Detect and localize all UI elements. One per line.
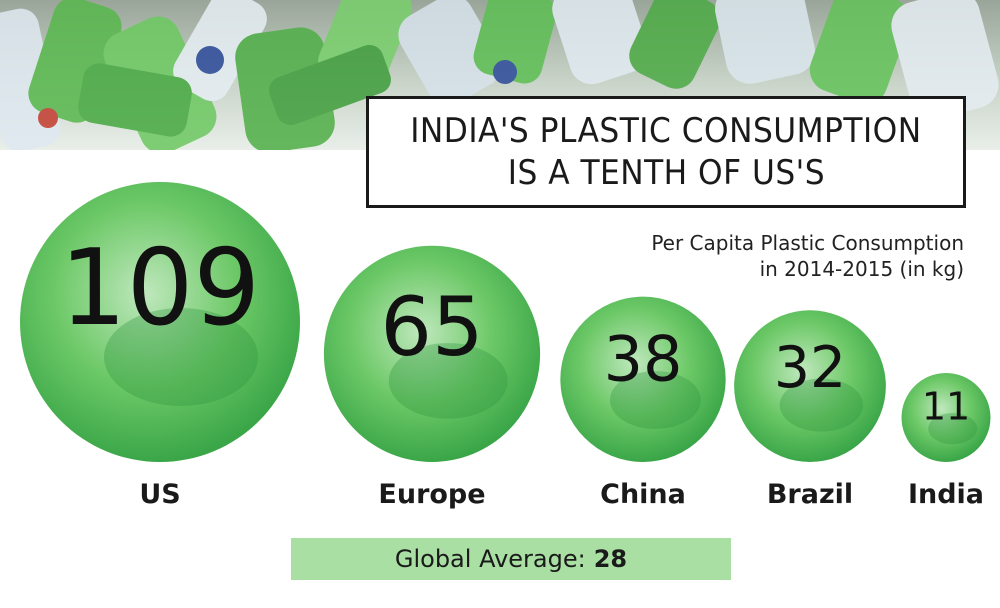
value-label-us: 109 (60, 227, 260, 349)
global-average-label: Global Average: (394, 545, 586, 573)
category-label-india: India (908, 479, 984, 510)
subtitle-line-2: in 2014-2015 (in kg) (759, 257, 964, 281)
bubble-texture (388, 343, 508, 419)
subtitle-line-1: Per Capita Plastic Consumption (651, 231, 964, 255)
bubble-europe (323, 245, 541, 462)
category-label-china: China (600, 479, 686, 510)
bubble-china (560, 296, 726, 462)
bubble-texture (104, 308, 258, 406)
category-label-europe: Europe (378, 479, 485, 510)
value-label-europe: 65 (380, 281, 483, 375)
value-label-china: 38 (604, 322, 683, 395)
bubble-texture (779, 378, 864, 432)
chart-subtitle: Per Capita Plastic Consumption in 2014-2… (544, 230, 964, 282)
plastic-bottles-banner (0, 0, 1000, 150)
bubble-us (20, 182, 300, 462)
category-label-us: US (139, 479, 180, 510)
headline-box: INDIA'S PLASTIC CONSUMPTION IS A TENTH O… (366, 96, 966, 208)
headline-line-1: INDIA'S PLASTIC CONSUMPTION (410, 111, 922, 151)
bottles-illustration (0, 0, 999, 150)
bubble-texture (928, 413, 978, 445)
headline-line-2: IS A TENTH OF US'S (507, 153, 825, 193)
value-label-india: 11 (922, 385, 970, 429)
global-average-value: 28 (593, 545, 628, 573)
bubble-texture (609, 371, 701, 429)
global-average-band: Global Average: 28 (291, 538, 731, 580)
bubble-brazil (734, 310, 886, 463)
value-label-brazil: 32 (774, 335, 846, 401)
category-label-brazil: Brazil (767, 479, 853, 510)
bubble-india (901, 373, 991, 462)
